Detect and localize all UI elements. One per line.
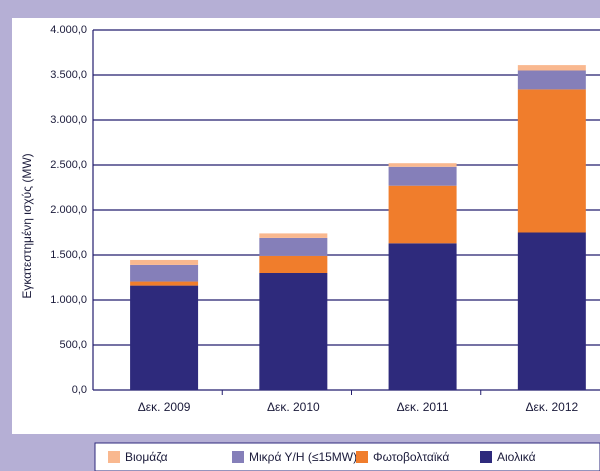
legend-label: Μικρά Υ/Η (≤15MW) [249,450,357,464]
y-tick-label: 2.500,0 [50,159,87,171]
bar-segment [517,232,586,390]
bar-segment [130,264,199,282]
legend-box [94,442,600,471]
legend-swatch [232,451,244,463]
bar-segment [130,285,199,390]
bar-segment [388,166,457,186]
y-tick-label: 0,0 [72,384,87,396]
y-tick-label: 4.000,0 [50,24,87,36]
bar-segment [517,65,586,71]
bar-segment [130,259,199,265]
bar-segment [388,163,457,167]
x-tick-label: Δεκ. 2012 [525,400,578,414]
bar-segment [130,281,199,286]
y-tick-label: 1.500,0 [50,249,87,261]
y-tick-label: 2.000,0 [50,204,87,216]
legend-label: Φωτοβολταϊκά [373,450,449,464]
legend-label: Βιομάζα [125,450,168,464]
legend-swatch [108,451,120,463]
x-tick-label: Δεκ. 2011 [397,400,449,414]
x-tick-label: Δεκ. 2009 [138,400,191,414]
y-axis-label: Εγκατεστημένη ισχύς (MW) [20,153,34,298]
y-tick-label: 3.500,0 [50,69,87,81]
x-tick-label: Δεκ. 2010 [267,400,320,414]
bar-segment [388,243,457,390]
legend-label: Αιολικά [497,450,536,464]
y-tick-label: 3.000,0 [50,114,87,126]
bar-segment [259,233,328,238]
bar-segment [259,255,328,273]
bar-segment [388,185,457,244]
y-tick-label: 500,0 [59,339,87,351]
bar-segment [259,273,328,390]
legend-swatch [356,451,368,463]
bar-segment [517,89,586,233]
bar-segment [259,237,328,256]
legend-swatch [480,451,492,463]
bar-segment [517,70,586,90]
y-tick-label: 1.000,0 [50,294,87,306]
